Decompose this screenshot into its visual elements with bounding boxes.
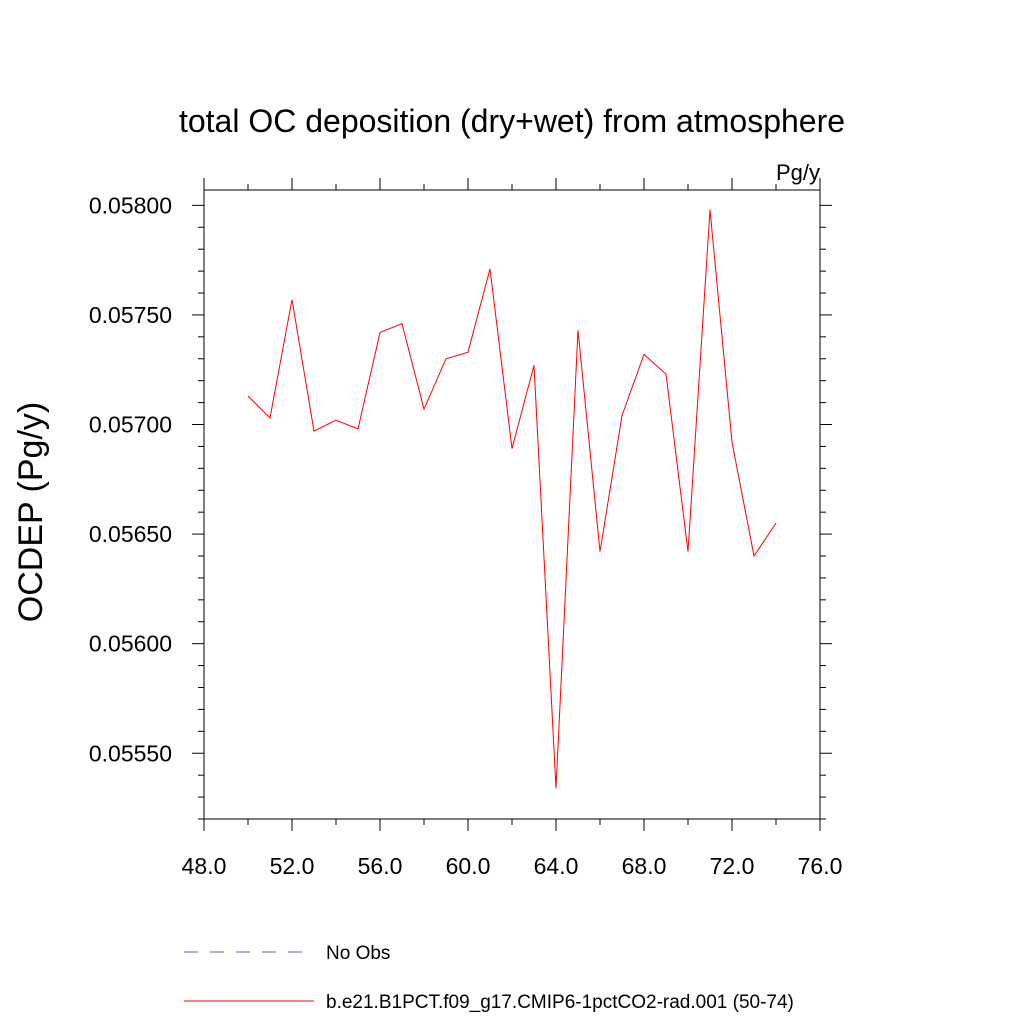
y-tick-label: 0.05700	[89, 412, 172, 438]
y-axis-ticks: 0.05550 0.05600 0.05650 0.05700 0.05750 0.058…	[89, 192, 832, 820]
x-tick-label: 52.0	[270, 853, 315, 879]
y-tick-label: 0.05800	[89, 192, 172, 218]
plot-frame	[203, 189, 821, 820]
y-tick-label: 0.05750	[89, 302, 172, 328]
x-tick-label: 72.0	[710, 853, 755, 879]
x-tick-label: 76.0	[798, 853, 843, 879]
y-tick-label: 0.05650	[89, 521, 172, 547]
y-tick-label: 0.05550	[89, 740, 172, 766]
x-tick-label: 60.0	[446, 853, 491, 879]
y-tick-label: 0.05600	[89, 631, 172, 657]
x-tick-label: 48.0	[182, 853, 227, 879]
x-tick-label: 68.0	[622, 853, 667, 879]
y-axis-label: OCDEP (Pg/y)	[12, 402, 50, 622]
chart-title: total OC deposition (dry+wet) from atmos…	[179, 103, 845, 139]
plot-area	[247, 209, 777, 789]
units-label: Pg/y	[776, 160, 820, 185]
legend-label-0: No Obs	[326, 943, 390, 964]
x-tick-label: 64.0	[534, 853, 579, 879]
legend: No Obs b.e21.B1PCT.f09_g17.CMIP6-1pctCO2-…	[184, 943, 794, 1013]
legend-label-1: b.e21.B1PCT.f09_g17.CMIP6-1pctCO2-rad.00…	[326, 992, 794, 1013]
series-line-1	[247, 209, 777, 789]
x-tick-label: 56.0	[358, 853, 403, 879]
x-axis-ticks: 48.0 52.0 56.0 60.0 64.0 68.0 72.0 76.0	[182, 178, 843, 879]
